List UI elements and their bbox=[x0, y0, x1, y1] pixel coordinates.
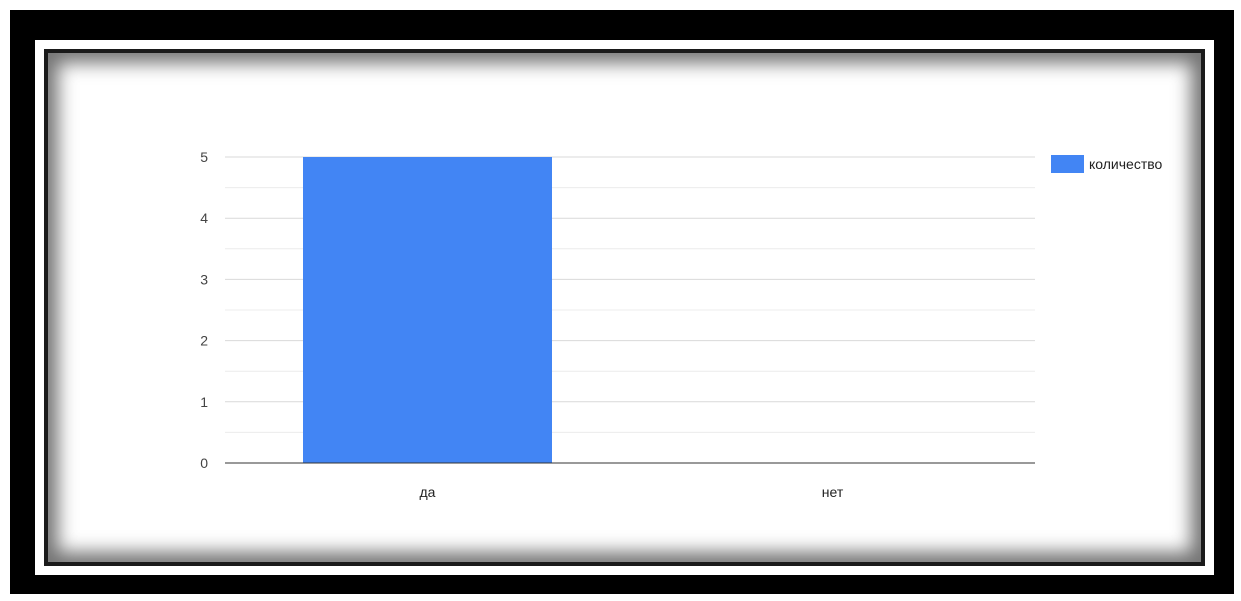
bars bbox=[303, 157, 552, 463]
white-border bbox=[35, 40, 1214, 575]
legend-label: количество bbox=[1089, 156, 1163, 172]
outer-black-border bbox=[10, 10, 1234, 594]
x-category-label: да bbox=[420, 484, 436, 500]
legend-swatch bbox=[1051, 155, 1084, 173]
y-tick-label: 5 bbox=[200, 149, 208, 165]
x-category-label: нет bbox=[822, 484, 844, 500]
y-tick-label: 4 bbox=[200, 210, 208, 226]
legend: количество bbox=[1051, 155, 1163, 173]
bar bbox=[303, 157, 552, 463]
inner-black-border bbox=[44, 49, 1205, 566]
y-tick-label: 0 bbox=[200, 455, 208, 471]
y-tick-label: 2 bbox=[200, 333, 208, 349]
y-axis-ticks: 0 1 2 3 4 5 bbox=[200, 149, 208, 471]
y-tick-label: 1 bbox=[200, 394, 208, 410]
y-tick-label: 3 bbox=[200, 271, 208, 287]
chart-panel bbox=[48, 53, 1201, 562]
x-axis-categories: да нет bbox=[420, 484, 844, 500]
